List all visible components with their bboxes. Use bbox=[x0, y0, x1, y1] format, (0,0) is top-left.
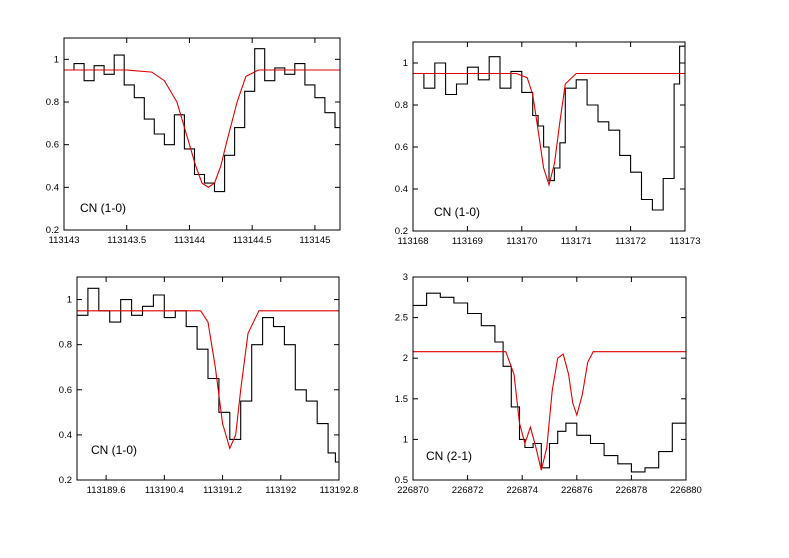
x-tick-label: 113145 bbox=[299, 235, 330, 246]
x-tick-label: 226876 bbox=[561, 485, 593, 496]
y-tick-label: 0.2 bbox=[395, 226, 408, 237]
x-tick-label: 113169 bbox=[452, 236, 483, 247]
model-fit-line bbox=[77, 310, 339, 451]
y-tick-label: 0.6 bbox=[46, 140, 59, 151]
x-tick-label: 113172 bbox=[615, 236, 646, 247]
model-fit-line bbox=[64, 69, 340, 188]
y-tick-label: 1 bbox=[403, 58, 408, 69]
y-tick-label: 1 bbox=[67, 295, 72, 306]
y-tick-label: 1.5 bbox=[395, 394, 408, 405]
y-tick-label: 0.8 bbox=[395, 100, 408, 111]
transition-label: CN (1-0) bbox=[80, 201, 126, 215]
y-tick-label: 3 bbox=[403, 272, 408, 283]
model-fit-line bbox=[413, 72, 685, 187]
x-tick-label: 113190.4 bbox=[145, 485, 184, 496]
x-tick-label: 113171 bbox=[561, 236, 592, 247]
plot-frame bbox=[412, 276, 687, 481]
y-tick-label: 0.4 bbox=[46, 182, 59, 193]
x-tick-label: 113170 bbox=[506, 236, 537, 247]
transition-label: CN (1-0) bbox=[434, 205, 480, 219]
x-tick-label: 226870 bbox=[397, 485, 429, 496]
y-tick-label: 2 bbox=[403, 353, 408, 364]
observed-spectrum-line bbox=[64, 48, 340, 193]
y-tick-label: 2.5 bbox=[395, 313, 408, 324]
y-tick-label: 0.6 bbox=[59, 385, 72, 396]
x-tick-label: 226874 bbox=[506, 485, 538, 496]
x-tick-label: 226880 bbox=[670, 485, 702, 496]
x-tick-label: 226872 bbox=[452, 485, 484, 496]
spectrum-chart-bottom-right: 226870 226872 226874 226876 226878 226880 0.5 1… bbox=[395, 272, 702, 496]
transition-label: CN (2-1) bbox=[426, 449, 472, 463]
x-tick-label: 226878 bbox=[616, 485, 648, 496]
y-tick-label: 0.8 bbox=[46, 97, 59, 108]
plot-frame bbox=[76, 276, 340, 481]
observed-spectrum-line bbox=[77, 287, 339, 463]
spectrum-chart-top-left: 113143 113143.5 113144 113144.5 113145 0.2 0.4… bbox=[46, 37, 341, 246]
x-tick-label: 113144 bbox=[174, 235, 205, 246]
y-tick-label: 0.5 bbox=[395, 475, 408, 486]
transition-label: CN (1-0) bbox=[91, 443, 137, 457]
model-fit-line bbox=[413, 351, 686, 471]
observed-spectrum-line bbox=[413, 292, 686, 473]
y-tick-label: 0.4 bbox=[59, 430, 72, 441]
spectrum-chart-bottom-left: 113189.6 113190.4 113191.2 113192 113192.8 0.… bbox=[59, 276, 359, 496]
x-tick-label: 113143.5 bbox=[107, 235, 146, 246]
y-tick-label: 0.8 bbox=[59, 340, 72, 351]
x-tick-label: 113173 bbox=[670, 236, 701, 247]
y-tick-label: 1 bbox=[54, 54, 59, 65]
observed-spectrum-line bbox=[413, 45, 685, 211]
x-tick-label: 113168 bbox=[398, 236, 429, 247]
spectrum-chart-top-right: 113168 113169 113170 113171 113172 113173 0.2 0… bbox=[395, 41, 701, 247]
chart-panel-top-right: 113168 113169 113170 113171 113172 113173 0.2 0… bbox=[394, 0, 789, 270]
x-tick-label: 113192.8 bbox=[320, 485, 359, 496]
plot-frame bbox=[412, 41, 686, 232]
x-tick-label: 113144.5 bbox=[233, 235, 272, 246]
x-tick-label: 113189.6 bbox=[87, 485, 126, 496]
y-tick-label: 0.2 bbox=[59, 475, 72, 486]
plot-frame bbox=[63, 37, 341, 231]
y-tick-label: 0.2 bbox=[46, 225, 59, 236]
y-tick-label: 0.4 bbox=[395, 184, 408, 195]
x-tick-label: 113191.2 bbox=[203, 485, 242, 496]
chart-panel-bottom-left: 113189.6 113190.4 113191.2 113192 113192.8 0.… bbox=[0, 270, 394, 510]
chart-panel-bottom-right: 226870 226872 226874 226876 226878 226880 0.5 1… bbox=[394, 270, 789, 510]
x-tick-label: 113192 bbox=[265, 485, 296, 496]
y-tick-label: 0.6 bbox=[395, 142, 408, 153]
chart-panel-top-left: 113143 113143.5 113144 113144.5 113145 0.2 0.4… bbox=[0, 0, 394, 270]
x-tick-label: 113143 bbox=[49, 235, 80, 246]
y-tick-label: 1 bbox=[403, 434, 408, 445]
